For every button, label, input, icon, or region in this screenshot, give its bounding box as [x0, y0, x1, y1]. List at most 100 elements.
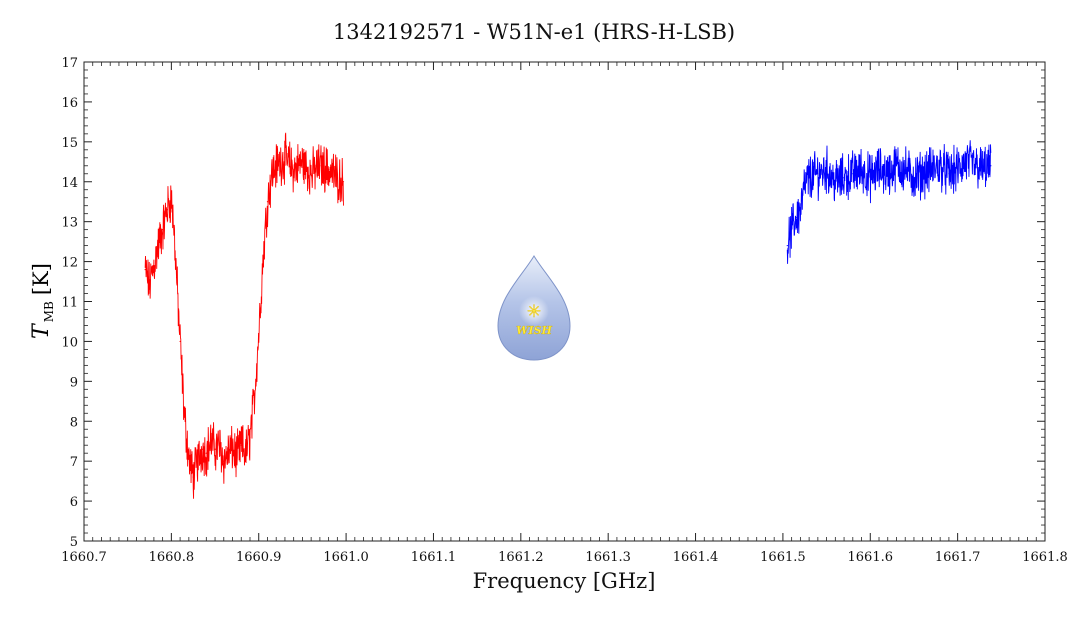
series-1-point [176, 276, 178, 279]
x-tick-label: 1661.8 [1022, 550, 1068, 565]
series-2-point [948, 173, 950, 175]
series-1-point [157, 245, 159, 247]
y-axis-label-sub: MB [42, 301, 56, 322]
series-2-point [904, 169, 906, 171]
series-2-point [983, 169, 985, 171]
x-tick-label: 1661.5 [760, 550, 806, 565]
series-2-point [878, 169, 880, 171]
series-2-point [930, 169, 933, 171]
series-2-point [843, 177, 845, 179]
y-axis-label-main: T [29, 322, 54, 339]
series-1-point [275, 165, 277, 167]
series-2-point [808, 177, 810, 179]
series-2-point [869, 177, 871, 179]
y-tick-label: 15 [61, 136, 78, 151]
y-tick-label: 17 [61, 56, 78, 71]
wish-glow [519, 296, 549, 326]
y-tick-label: 12 [61, 256, 78, 271]
y-tick-label: 6 [70, 495, 78, 510]
x-tick-label: 1661.0 [323, 550, 369, 565]
series-1-point [192, 476, 194, 478]
series-2-point [939, 165, 941, 167]
x-tick-label: 1661.4 [673, 550, 719, 565]
y-tick-label: 8 [70, 415, 78, 430]
y-axis-label-unit: [K] [29, 263, 53, 295]
series-1-point [342, 181, 345, 183]
wish-logo: ✳ WISH [497, 255, 571, 361]
x-tick-label: 1661.3 [585, 550, 631, 565]
series-2-point [795, 217, 797, 219]
y-tick-label: 7 [70, 455, 78, 470]
series-1-point [148, 284, 151, 287]
series-2-point [990, 165, 992, 167]
series-1-point [245, 452, 247, 454]
series-1-point [336, 177, 338, 179]
x-tick-label: 1660.8 [149, 550, 195, 565]
series-1-point [179, 340, 181, 343]
series-1-point [183, 416, 186, 418]
series-1-point [173, 229, 175, 231]
series-1-point [205, 452, 207, 454]
series-2-point [957, 169, 959, 171]
series-2-point [834, 181, 836, 183]
series-1-point [249, 436, 251, 438]
series-1-point [310, 173, 312, 175]
y-axis-label: TMB [K] [29, 263, 56, 339]
star-icon: ✳ [527, 302, 541, 322]
series-2-point [786, 245, 788, 247]
series-1-point [210, 440, 212, 442]
wish-logo-text: WISH [516, 324, 552, 337]
series-1-point [214, 448, 216, 450]
y-tick-label: 10 [61, 335, 78, 350]
series-1-point [218, 444, 221, 446]
series-2-point [825, 169, 828, 171]
series-1-point [188, 456, 190, 458]
series-1-point [231, 448, 234, 450]
series-2-point [852, 173, 854, 175]
series-layer [144, 132, 992, 499]
series-1-point [328, 169, 330, 171]
series-2-point [913, 177, 915, 179]
series-2-point [895, 165, 898, 167]
series-1-point [201, 448, 203, 450]
series-2-point [791, 229, 793, 231]
series-2-point [799, 209, 801, 211]
series-2-point [922, 173, 924, 175]
series-1-point [271, 173, 273, 175]
series-1-point [284, 157, 286, 159]
y-tick-label: 16 [61, 96, 78, 111]
series-1-point [153, 264, 155, 267]
series-1-point [240, 444, 242, 446]
series-2-point [817, 173, 819, 175]
y-tick-label: 13 [61, 216, 78, 231]
series-1-point [170, 197, 172, 199]
series-1-point [223, 460, 225, 462]
series-2-point [974, 165, 976, 167]
series-1-point [301, 161, 304, 163]
svg-text:TMB[K]: TMB [K] [29, 263, 56, 339]
y-tick-label: 11 [61, 296, 78, 311]
x-tick-label: 1661.1 [411, 550, 457, 565]
series-1-point [262, 256, 264, 259]
y-tick-label: 14 [61, 176, 78, 191]
series-2 [786, 140, 992, 264]
tick-layer: 1660.7 1660.8 1660.9 1661.0 1661.1 1661.2 1661… [61, 56, 1068, 565]
x-axis-label: Frequency [GHz] [473, 569, 656, 593]
series-1-line [144, 132, 344, 499]
series-1-point [253, 396, 255, 398]
series-2-point [965, 161, 967, 163]
series-1-point [144, 268, 146, 271]
x-tick-label: 1660.7 [61, 550, 107, 565]
y-tick-label: 9 [70, 375, 78, 390]
x-tick-label: 1660.9 [236, 550, 282, 565]
y-tick-label: 5 [70, 535, 78, 550]
series-1-point [319, 165, 321, 167]
series-1-point [266, 201, 269, 203]
series-1-point [227, 452, 229, 454]
series-2-point [860, 169, 863, 171]
x-tick-label: 1661.6 [848, 550, 894, 565]
series-1 [144, 132, 345, 499]
series-2-point [804, 185, 806, 187]
series-2-point [887, 173, 889, 175]
